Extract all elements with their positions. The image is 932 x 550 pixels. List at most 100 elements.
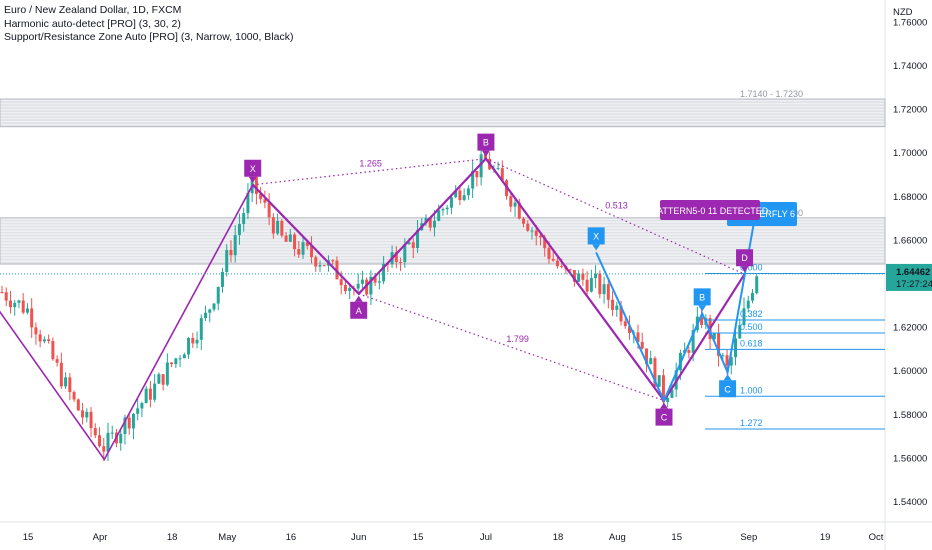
candle-body[interactable]: [288, 234, 292, 242]
candle-body[interactable]: [271, 217, 275, 234]
candle-body[interactable]: [602, 284, 606, 295]
candle-body[interactable]: [734, 338, 738, 358]
candle-body[interactable]: [76, 399, 80, 411]
candle-body[interactable]: [297, 249, 301, 255]
candle-body[interactable]: [72, 392, 76, 400]
candle-body[interactable]: [687, 350, 691, 353]
candle-body[interactable]: [229, 249, 233, 256]
candle-body[interactable]: [750, 292, 754, 301]
candle-body[interactable]: [623, 321, 627, 327]
candle-body[interactable]: [237, 224, 241, 236]
candle-body[interactable]: [127, 417, 131, 429]
candle-body[interactable]: [670, 389, 674, 398]
candle-body[interactable]: [318, 265, 322, 267]
candle-body[interactable]: [598, 273, 602, 295]
candle-body[interactable]: [496, 168, 500, 170]
candle-body[interactable]: [225, 249, 229, 273]
candle-body[interactable]: [157, 374, 161, 384]
candle-body[interactable]: [365, 279, 369, 295]
candle-body[interactable]: [178, 358, 182, 360]
candle-body[interactable]: [466, 188, 470, 196]
candle-body[interactable]: [619, 305, 623, 322]
candle-body[interactable]: [55, 359, 59, 363]
candle-body[interactable]: [377, 281, 381, 283]
candle-body[interactable]: [483, 154, 487, 159]
candle-body[interactable]: [204, 312, 208, 319]
candle-body[interactable]: [182, 354, 186, 359]
candle-body[interactable]: [640, 341, 644, 349]
candle-body[interactable]: [187, 338, 191, 355]
pattern-detected-badge[interactable]: [660, 200, 760, 220]
candle-body[interactable]: [263, 199, 267, 203]
candle-body[interactable]: [636, 332, 640, 342]
candle-body[interactable]: [522, 218, 526, 224]
candle-body[interactable]: [649, 358, 653, 365]
candle-body[interactable]: [360, 279, 364, 284]
candle-body[interactable]: [208, 309, 212, 313]
candle-body[interactable]: [441, 209, 445, 211]
candle-body[interactable]: [517, 202, 521, 219]
candle-body[interactable]: [339, 279, 343, 286]
pattern-point-d[interactable]: [736, 249, 754, 267]
candle-body[interactable]: [81, 410, 85, 418]
candle-body[interactable]: [454, 190, 458, 198]
candle-body[interactable]: [144, 388, 148, 404]
candle-body[interactable]: [136, 408, 140, 414]
candle-body[interactable]: [547, 248, 551, 259]
candle-body[interactable]: [471, 171, 475, 189]
candle-body[interactable]: [657, 375, 661, 387]
candle-body[interactable]: [195, 339, 199, 344]
candle-body[interactable]: [148, 388, 152, 400]
candle-body[interactable]: [170, 362, 174, 365]
secondary-point-x[interactable]: [587, 227, 605, 245]
candle-body[interactable]: [174, 358, 178, 365]
candle-body[interactable]: [301, 242, 305, 255]
candle-body[interactable]: [437, 210, 441, 221]
candle-body[interactable]: [293, 234, 297, 250]
candle-body[interactable]: [661, 375, 665, 403]
candle-body[interactable]: [242, 213, 246, 225]
pattern-point-b[interactable]: [477, 133, 495, 151]
candle-body[interactable]: [343, 285, 347, 292]
candle-body[interactable]: [51, 341, 55, 360]
candle-body[interactable]: [59, 362, 63, 387]
candle-body[interactable]: [712, 332, 716, 340]
indicator-harmonic[interactable]: Harmonic auto-detect [PRO] (3, 30, 2): [4, 17, 181, 30]
candle-body[interactable]: [581, 273, 585, 280]
candle-body[interactable]: [373, 276, 377, 283]
candle-body[interactable]: [644, 348, 648, 365]
candle-body[interactable]: [416, 230, 420, 249]
candle-body[interactable]: [653, 358, 657, 387]
pattern-point-a[interactable]: [350, 301, 368, 319]
candle-body[interactable]: [742, 308, 746, 326]
candle-body[interactable]: [331, 260, 335, 262]
candle-body[interactable]: [212, 303, 216, 310]
candle-body[interactable]: [233, 235, 237, 256]
candle-body[interactable]: [310, 245, 314, 258]
indicator-sr-zone[interactable]: Support/Resistance Zone Auto [PRO] (3, N…: [4, 31, 294, 43]
candle-body[interactable]: [411, 242, 415, 249]
candle-body[interactable]: [509, 196, 513, 207]
candle-body[interactable]: [0, 292, 4, 294]
candle-body[interactable]: [21, 300, 25, 313]
candle-body[interactable]: [17, 300, 21, 303]
candle-body[interactable]: [432, 220, 436, 228]
candle-body[interactable]: [8, 300, 12, 308]
candle-body[interactable]: [216, 286, 220, 304]
candle-body[interactable]: [479, 154, 483, 178]
candle-body[interactable]: [284, 235, 288, 242]
candle-body[interactable]: [560, 266, 564, 268]
candle-body[interactable]: [110, 432, 114, 434]
candle-body[interactable]: [42, 339, 46, 342]
candle-body[interactable]: [119, 434, 123, 444]
candle-body[interactable]: [628, 326, 632, 333]
candle-body[interactable]: [399, 261, 403, 263]
candle-body[interactable]: [729, 357, 733, 366]
candle-body[interactable]: [314, 257, 318, 267]
candle-body[interactable]: [449, 197, 453, 208]
pattern-point-x[interactable]: [244, 159, 262, 177]
symbol-title[interactable]: Euro / New Zealand Dollar, 1D, FXCM: [4, 4, 182, 16]
candle-body[interactable]: [513, 202, 517, 207]
candle-body[interactable]: [543, 237, 547, 249]
candle-body[interactable]: [428, 218, 432, 228]
